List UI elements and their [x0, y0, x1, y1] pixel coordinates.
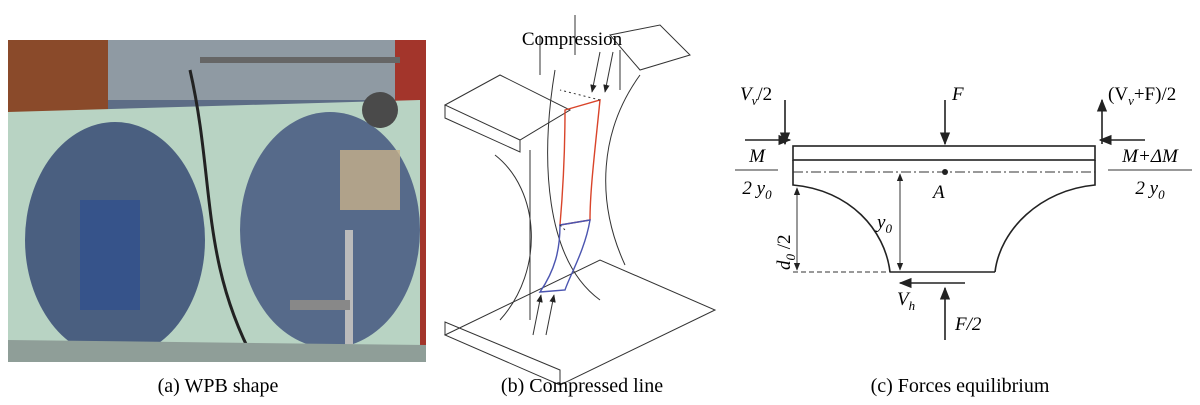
- subscript: 0: [885, 221, 892, 236]
- symbol: d: [774, 260, 795, 270]
- force-label: (Vv+F)/2: [1108, 84, 1176, 108]
- symbol: 2 y: [742, 178, 765, 199]
- dimension-label: y0: [875, 212, 892, 236]
- beam-drawing: [445, 15, 715, 385]
- symbol: /2: [757, 84, 772, 105]
- moment-label: M: [748, 146, 766, 167]
- subscript: 0: [765, 187, 772, 202]
- symbol: /2: [774, 234, 795, 254]
- symbol: 2 y: [1135, 178, 1158, 199]
- moment-label: 2 y0: [1135, 178, 1165, 202]
- caption: (b) Compressed line: [501, 375, 663, 397]
- force-label: Vh: [897, 289, 915, 313]
- compressed-line: [533, 52, 613, 335]
- moment-label: 2 y0: [742, 178, 772, 202]
- symbol: y: [875, 212, 886, 233]
- symbol: (V: [1108, 84, 1128, 105]
- caption: (c) Forces equilibrium: [871, 375, 1050, 397]
- photo: [8, 40, 426, 362]
- point-label: A: [931, 182, 945, 203]
- annotation: Compression: [522, 29, 623, 50]
- symbol: +F)/2: [1134, 84, 1176, 105]
- figure: (a) WPB shape Compression (b) Compressed…: [0, 0, 1200, 405]
- force-label: F/2: [954, 314, 982, 335]
- dimension-label: d0 /2: [774, 234, 798, 270]
- caption: (a) WPB shape: [158, 375, 279, 397]
- subscript: h: [909, 298, 916, 313]
- force-label: Vv/2: [740, 84, 772, 108]
- moment-label: M+ΔM: [1121, 146, 1179, 167]
- free-body: [735, 100, 1192, 340]
- force-label: F: [951, 84, 964, 105]
- subscript: 0: [1158, 187, 1165, 202]
